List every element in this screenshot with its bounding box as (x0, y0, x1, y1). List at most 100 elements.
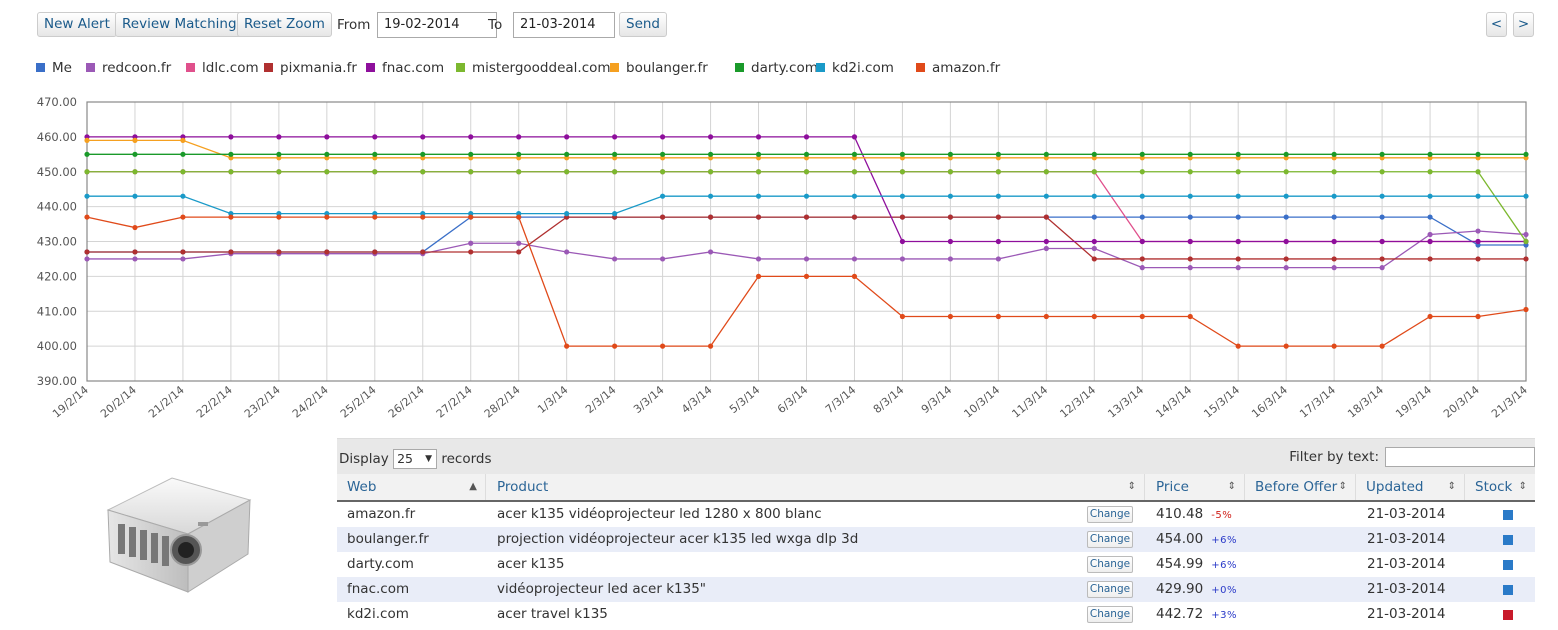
column-updated[interactable]: Updated ⇕ (1356, 474, 1465, 500)
data-point (1091, 214, 1097, 220)
legend-item[interactable]: boulanger.fr (610, 60, 708, 76)
next-button[interactable]: > (1513, 12, 1534, 37)
page-size-control: Display 25 ▼ records (339, 449, 492, 469)
y-tick-label: 410.00 (37, 304, 77, 318)
data-point (660, 134, 666, 140)
x-tick-label: 27/2/14 (434, 383, 475, 420)
data-point (1475, 193, 1481, 199)
data-point (516, 240, 522, 246)
legend-label: redcoon.fr (102, 60, 172, 76)
data-point (1139, 193, 1145, 199)
table-row[interactable]: boulanger.fr projection vidéoprojecteur a… (337, 527, 1535, 552)
x-tick-label: 11/3/14 (1009, 383, 1050, 420)
page-size-select[interactable]: 25 ▼ (393, 449, 438, 469)
data-point (1331, 169, 1337, 175)
data-point (276, 134, 282, 140)
data-point (1187, 193, 1193, 199)
change-button[interactable]: Change (1087, 556, 1133, 573)
data-point (180, 214, 186, 220)
data-point (1427, 193, 1433, 199)
data-point (612, 211, 618, 217)
to-label: To (488, 17, 503, 33)
x-tick-label: 12/3/14 (1057, 383, 1098, 420)
x-tick-label: 18/3/14 (1345, 383, 1386, 420)
table-row[interactable]: darty.com acer k135 Change 454.99 +6% 21-03-2… (337, 552, 1535, 577)
web-cell: fnac.com (347, 581, 410, 597)
to-date-input[interactable]: 21-03-2014 (513, 12, 615, 38)
data-point (1187, 214, 1193, 220)
data-point (1283, 343, 1289, 349)
data-point (1235, 238, 1241, 245)
change-button[interactable]: Change (1087, 506, 1133, 523)
change-button[interactable]: Change (1087, 581, 1133, 598)
column-price[interactable]: Price ⇕ (1146, 474, 1245, 500)
from-date-input[interactable]: 19-02-2014 (377, 12, 497, 38)
x-tick-label: 7/3/14 (823, 383, 858, 416)
x-tick-label: 1/3/14 (535, 383, 570, 416)
legend-item[interactable]: pixmania.fr (264, 60, 357, 76)
data-point (1523, 151, 1529, 157)
legend-swatch (916, 63, 925, 72)
data-point (660, 169, 666, 175)
column-stock[interactable]: Stock ⇕ (1465, 474, 1535, 500)
data-point (1475, 151, 1481, 157)
data-point (564, 211, 570, 217)
data-point (564, 249, 570, 255)
data-point (1139, 256, 1145, 262)
reset-zoom-button[interactable]: Reset Zoom (237, 12, 332, 37)
data-point (516, 214, 522, 220)
column-web[interactable]: Web ▲ (337, 474, 486, 500)
data-point (1043, 245, 1049, 252)
data-point (803, 193, 810, 199)
data-point (660, 343, 666, 349)
data-point (1139, 214, 1145, 220)
legend-item[interactable]: ldlc.com (186, 60, 259, 76)
send-button[interactable]: Send (619, 12, 668, 37)
data-point (1139, 265, 1145, 271)
filter-input[interactable] (1385, 447, 1535, 467)
table-row[interactable]: fnac.com vidéoprojecteur led acer k135" Ch… (337, 577, 1535, 602)
legend-item[interactable]: amazon.fr (916, 60, 1000, 76)
y-tick-label: 430.00 (37, 235, 77, 249)
price-value: 454.99 (1156, 556, 1204, 572)
data-point (1187, 151, 1193, 157)
price-value: 429.90 (1156, 581, 1204, 597)
change-button[interactable]: Change (1087, 531, 1133, 548)
new-alert-button[interactable]: New Alert (37, 12, 117, 37)
legend-item[interactable]: fnac.com (366, 60, 444, 76)
change-button[interactable]: Change (1087, 606, 1133, 623)
x-tick-label: 8/3/14 (871, 383, 906, 416)
data-point (564, 169, 570, 175)
data-point (84, 256, 90, 262)
data-point (755, 134, 762, 140)
data-point (1043, 238, 1049, 245)
price-change-badge: -5% (1211, 510, 1233, 521)
table-row[interactable]: amazon.fr acer k135 vidéoprojecteur led 1… (337, 502, 1535, 527)
product-cell: vidéoprojecteur led acer k135" (497, 581, 706, 597)
table-row[interactable]: kd2i.com acer travel k135 Change 442.72 +3% 2… (337, 602, 1535, 627)
x-tick-label: 25/2/14 (338, 383, 379, 420)
legend-item[interactable]: redcoon.fr (86, 60, 171, 76)
legend-item[interactable]: mistergooddeal.com (456, 60, 611, 76)
legend-item[interactable]: kd2i.com (816, 60, 894, 76)
data-point (132, 151, 138, 157)
legend-item[interactable]: Me (36, 60, 72, 76)
legend-swatch (366, 63, 375, 72)
data-point (1091, 151, 1097, 157)
page-size-value: 25 (397, 451, 413, 466)
data-point (1379, 256, 1385, 262)
legend-label: pixmania.fr (280, 60, 357, 76)
data-point (84, 249, 90, 255)
data-point (516, 151, 522, 157)
review-matching-button[interactable]: Review Matching (115, 12, 244, 37)
x-tick-label: 26/2/14 (386, 383, 427, 420)
legend-item[interactable]: darty.com (735, 60, 818, 76)
data-point (851, 273, 858, 279)
column-before-offer[interactable]: Before Offer ⇕ (1245, 474, 1356, 500)
data-point (995, 151, 1001, 157)
data-point (1475, 256, 1481, 262)
sort-both-icon: ⇕ (1338, 481, 1347, 492)
prev-button[interactable]: < (1486, 12, 1507, 37)
column-product[interactable]: Product ⇕ (487, 474, 1145, 500)
x-tick-label: 9/3/14 (919, 383, 954, 416)
